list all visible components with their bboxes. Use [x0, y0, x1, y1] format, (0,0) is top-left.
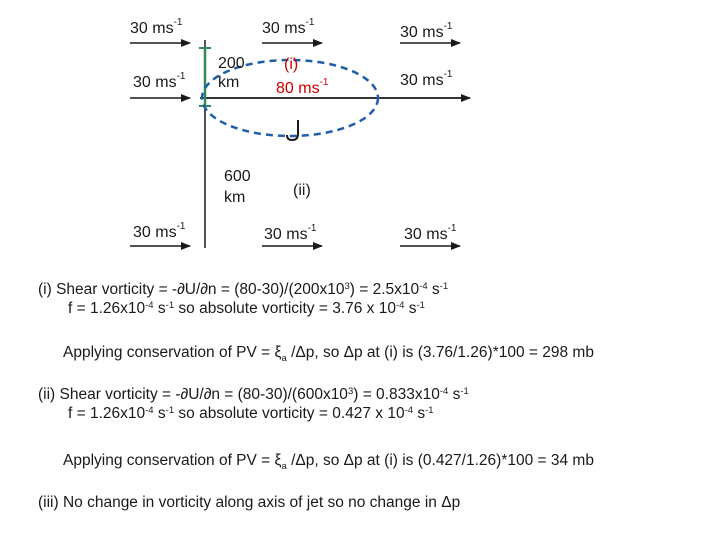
point-ii-label: (ii): [293, 182, 311, 199]
calc-i-shear-vorticity: (i) Shear vorticity = -∂U/∂n = (80-30)/(…: [38, 281, 449, 298]
calc-ii-absolute-vorticity: f = 1.26x10-4 s-1 so absolute vorticity …: [68, 405, 434, 422]
calc-ii-shear-vorticity: (ii) Shear vorticity = -∂U/∂n = (80-30)/…: [38, 386, 469, 403]
jet-diagram: [130, 39, 471, 250]
speed-label-top-mid: 30 ms-1: [262, 17, 315, 37]
speed-label-mid-left: 30 ms-1: [133, 71, 186, 91]
speed-label-bot-right: 30 ms-1: [404, 223, 457, 243]
jet-speed-label: 80 ms-1: [276, 77, 329, 97]
distance-200km-label: 200 km: [218, 55, 245, 91]
speed-label-top-right: 30 ms-1: [400, 21, 453, 41]
speed-label-bot-mid: 30 ms-1: [264, 223, 317, 243]
speed-label-mid-right: 30 ms-1: [400, 69, 453, 89]
speed-label-bot-left: 30 ms-1: [133, 221, 186, 241]
jet-core-marker: [286, 120, 299, 142]
calc-i-pv-conservation: Applying conservation of PV = ξa /Δp, so…: [63, 344, 594, 365]
speed-label-top-left: 30 ms-1: [130, 17, 183, 37]
calc-iii-conclusion: (iii) No change in vorticity along axis …: [38, 494, 461, 511]
point-i-label: (i): [284, 56, 299, 73]
distance-600km-label: 600 km: [224, 168, 251, 206]
calc-i-absolute-vorticity: f = 1.26x10-4 s-1 so absolute vorticity …: [68, 300, 425, 317]
calc-ii-pv-conservation: Applying conservation of PV = ξa /Δp, so…: [63, 452, 594, 473]
jet-streak-ellipse: [200, 58, 380, 138]
